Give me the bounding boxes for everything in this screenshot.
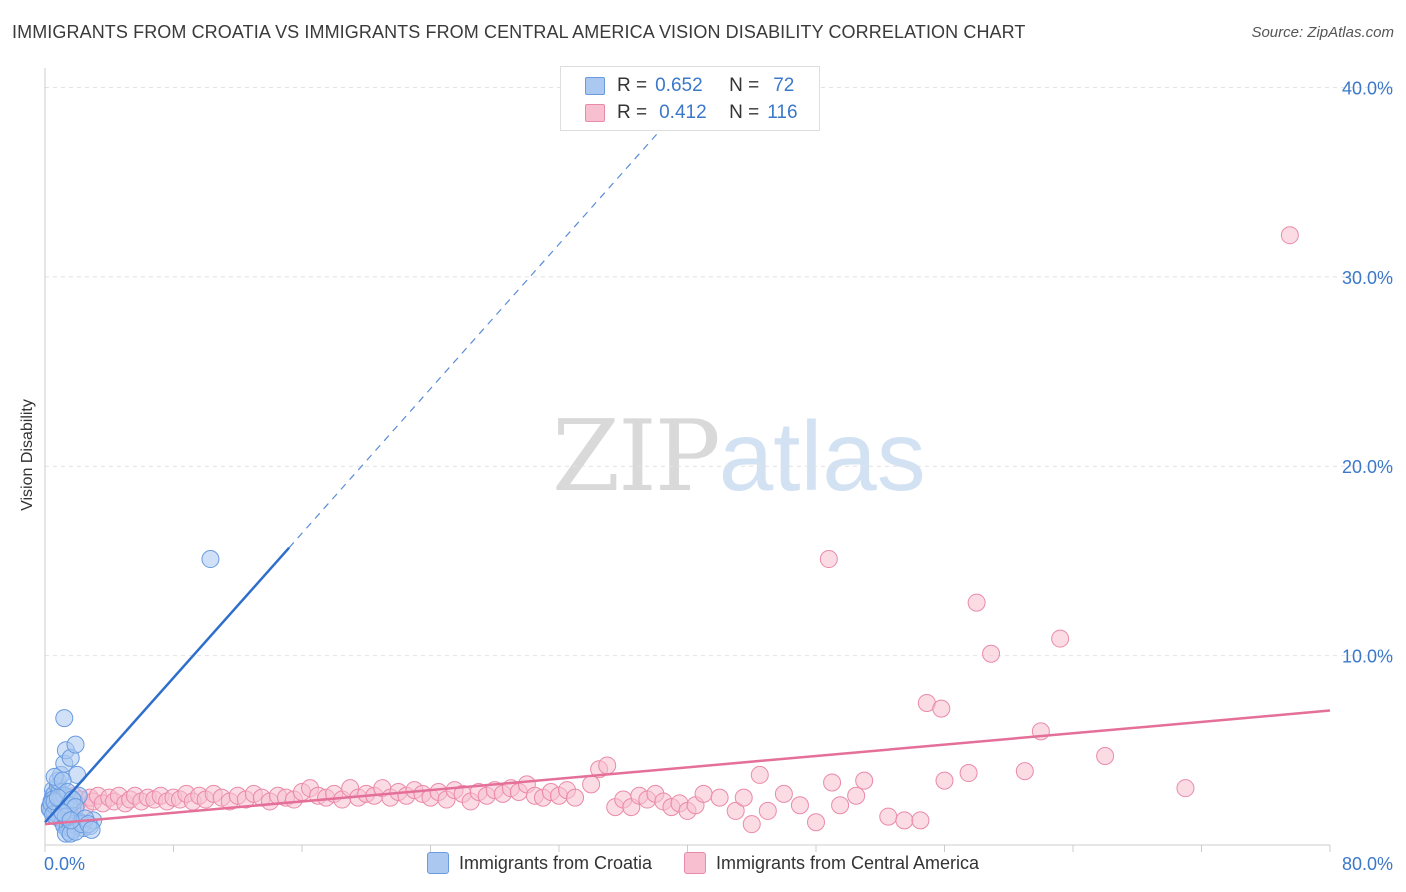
croatia-point [66, 735, 85, 754]
central-america-point [790, 796, 809, 815]
croatia-point [55, 709, 74, 728]
source-credit: Source: ZipAtlas.com [1251, 24, 1394, 41]
croatia-points [40, 550, 220, 843]
central-america-point [726, 801, 745, 820]
y-tick-label: 10.0% [1342, 647, 1393, 667]
central-america-point [807, 813, 825, 832]
central-america-point [895, 811, 914, 830]
central-n-label: N = [729, 102, 760, 123]
central-america-point [566, 788, 585, 807]
legend-item-croatia[interactable]: Immigrants from Croatia [426, 852, 652, 874]
croatia-trend-line [44, 546, 291, 824]
legend-central-label: Immigrants from Central America [715, 852, 980, 873]
croatia-swatch [585, 77, 605, 95]
central-america-points [42, 226, 1299, 834]
central-america-point [932, 699, 951, 718]
stats-row-croatia: R = 0.652 N = 72 [561, 74, 794, 98]
central-america-point [879, 807, 898, 826]
central-america-point [819, 550, 838, 569]
tick-label-layer: 10.0% 20.0% 30.0% 40.0% 0.0% 80.0% [44, 78, 1393, 874]
y-tick-label: 30.0% [1342, 268, 1393, 288]
central-america-point [750, 765, 769, 784]
croatia-point [201, 550, 220, 569]
central-swatch [585, 104, 605, 122]
legend: Immigrants from Croatia Immigrants from … [0, 852, 1406, 874]
legend-croatia-swatch [426, 852, 449, 874]
watermark-zip: ZIP [552, 400, 721, 514]
croatia-n-label: N = [729, 75, 760, 96]
central-america-point [847, 786, 866, 805]
central-america-point [959, 764, 978, 783]
central-r-value: 0.412 [659, 102, 707, 123]
axis-layer [44, 68, 1331, 852]
y-tick-label: 20.0% [1342, 457, 1393, 477]
central-america-point [742, 815, 761, 834]
watermark: ZIPatlas [552, 400, 926, 514]
central-america-point [855, 771, 874, 790]
croatia-trend-extension [288, 99, 688, 549]
central-america-point [911, 811, 930, 830]
central-america-trend-line [44, 709, 1331, 826]
central-r-label: R = [617, 102, 648, 123]
croatia-r-label: R = [617, 75, 648, 96]
x-tick-label: 0.0% [44, 854, 85, 874]
legend-croatia-label: Immigrants from Croatia [458, 852, 652, 873]
central-america-point [831, 796, 850, 815]
grid-layer [45, 86, 1395, 657]
central-america-point [774, 784, 793, 803]
watermark-atlas: atlas [718, 401, 926, 511]
central-america-point [734, 788, 753, 807]
central-america-point [823, 773, 842, 792]
central-america-point [1015, 762, 1034, 781]
central-america-point [694, 784, 713, 803]
central-america-point [758, 801, 777, 820]
chart-title: IMMIGRANTS FROM CROATIA VS IMMIGRANTS FR… [12, 22, 1026, 42]
central-america-point [1176, 779, 1195, 798]
central-n-value: 116 [767, 102, 798, 123]
central-america-point [1096, 746, 1115, 765]
croatia-point [82, 820, 101, 839]
trend-layer [44, 99, 1331, 826]
croatia-r-value: 0.652 [655, 75, 703, 96]
central-america-point [582, 775, 601, 794]
y-tick-label: 40.0% [1342, 78, 1393, 98]
central-america-point [1051, 629, 1070, 648]
legend-central-swatch [683, 852, 706, 874]
x-tick-label: 80.0% [1342, 854, 1393, 874]
stats-row-central: R = 0.412 N = 116 [561, 101, 798, 125]
central-america-point [982, 644, 1001, 663]
central-america-point [1280, 226, 1299, 245]
legend-item-central[interactable]: Immigrants from Central America [683, 852, 980, 874]
central-america-point [967, 593, 986, 612]
central-america-point [935, 771, 954, 790]
stats-box: R = 0.652 N = 72 R = 0.412 N = 116 [560, 66, 820, 131]
central-america-point [598, 756, 617, 775]
central-america-point [710, 788, 729, 807]
croatia-n-value: 72 [773, 75, 795, 96]
